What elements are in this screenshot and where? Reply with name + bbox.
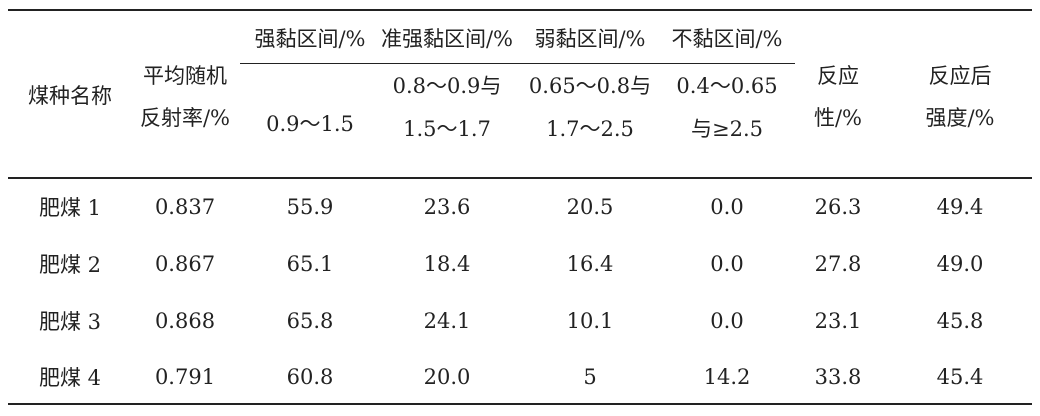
cell: 65.1 [286, 252, 334, 276]
cell: 49.4 [936, 195, 984, 219]
group-header: 弱黏区间/% [534, 27, 646, 51]
cell: 10.1 [566, 309, 614, 333]
cell: 0.0 [710, 309, 744, 333]
column-header: 0.8～0.9与 [392, 74, 502, 98]
cell: 49.0 [936, 252, 984, 276]
cell: 45.8 [936, 309, 984, 333]
cell: 0.868 [154, 309, 216, 333]
row-label: 肥煤 4 [38, 366, 102, 390]
cell: 14.2 [703, 365, 751, 389]
cell: 0.837 [154, 195, 216, 219]
cell: 24.1 [423, 309, 471, 333]
cell: 0.791 [154, 365, 216, 389]
column-header: 反应 [817, 64, 859, 88]
column-header: 0.65～0.8与 [528, 74, 652, 98]
cell: 23.6 [423, 195, 471, 219]
cell: 27.8 [814, 252, 862, 276]
cell: 45.4 [936, 365, 984, 389]
group-header: 准强黏区间/% [380, 27, 514, 51]
row-label: 肥煤 2 [38, 253, 102, 277]
top-rule [8, 9, 1032, 11]
cell: 0.0 [710, 252, 744, 276]
cell: 26.3 [814, 195, 862, 219]
group-rule [240, 63, 795, 64]
column-header: 0.9～1.5 [266, 112, 354, 136]
cell: 65.8 [286, 309, 334, 333]
column-header: 与≥2.5 [691, 117, 763, 141]
column-header: 性/% [813, 106, 863, 130]
cell: 55.9 [286, 195, 334, 219]
cell: 0.867 [154, 252, 216, 276]
column-header: 1.5～1.7 [403, 117, 491, 141]
cell: 16.4 [566, 252, 614, 276]
cell: 20.0 [423, 365, 471, 389]
column-header: 反应后 [928, 64, 992, 88]
cell: 5 [583, 365, 597, 389]
column-header: 平均随机 [143, 64, 227, 88]
cell: 0.0 [710, 195, 744, 219]
cell: 18.4 [423, 252, 471, 276]
cell: 33.8 [814, 365, 862, 389]
column-header: 煤种名称 [28, 84, 112, 108]
cell: 23.1 [814, 309, 862, 333]
cell: 60.8 [286, 365, 334, 389]
column-header: 反射率/% [139, 106, 231, 130]
row-label: 肥煤 1 [38, 196, 102, 220]
cell: 20.5 [566, 195, 614, 219]
group-header: 不黏区间/% [671, 27, 783, 51]
header-rule [8, 177, 1032, 179]
group-header: 强黏区间/% [254, 27, 366, 51]
column-header: 1.7～2.5 [546, 117, 634, 141]
column-header: 强度/% [925, 106, 995, 130]
column-header: 0.4～0.65 [676, 74, 778, 98]
row-label: 肥煤 3 [38, 310, 102, 334]
bottom-rule [8, 403, 1032, 405]
